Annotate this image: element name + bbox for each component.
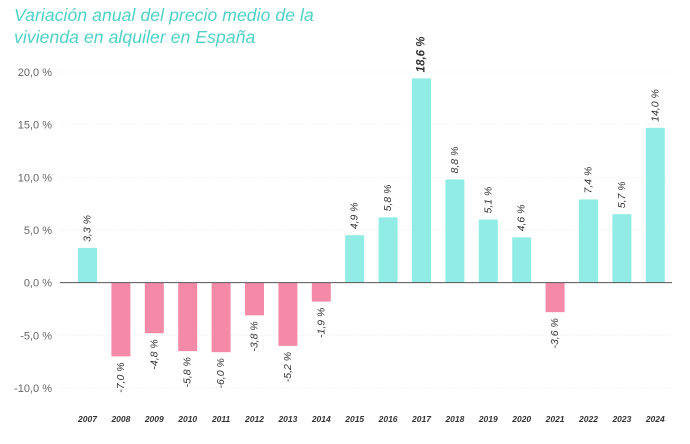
data-label: 18,6 % (416, 37, 428, 73)
x-tick-label: 2016 (378, 414, 398, 424)
x-tick-label: 2020 (511, 414, 531, 424)
data-label: -5,8 % (182, 357, 194, 387)
chart-title: Variación anual del precio medio de la v… (14, 4, 574, 48)
y-tick-label: -5,0 % (20, 330, 52, 342)
data-label: 14,0 % (649, 89, 661, 122)
x-tick-label: 2017 (411, 414, 432, 424)
data-label: -6,0 % (215, 358, 227, 388)
x-tick-label: 2009 (144, 414, 164, 424)
x-tick-label: 2008 (110, 414, 130, 424)
x-tick-label: 2021 (545, 414, 565, 424)
bar-2022 (579, 199, 598, 283)
x-tick-label: 2023 (611, 414, 631, 424)
bar-2007 (78, 247, 97, 283)
bar-2020 (512, 237, 532, 283)
y-tick-label: 10,0 % (18, 172, 52, 184)
x-tick-label: 2022 (578, 414, 598, 424)
data-label: 4,9 % (349, 202, 361, 229)
data-label: 8,8 % (449, 147, 461, 174)
bar-2018 (445, 179, 465, 283)
x-tick-label: 2024 (645, 414, 665, 424)
data-label: 3,3 % (82, 215, 94, 242)
bar-2023 (612, 214, 632, 283)
bar-2010 (178, 282, 198, 352)
data-label: -7,0 % (115, 362, 127, 392)
data-label: 5,7 % (616, 181, 628, 208)
bar-2008 (111, 282, 131, 357)
data-label: 7,4 % (583, 167, 595, 194)
chart-title-line-1: Variación anual del precio medio de la (14, 5, 314, 25)
y-tick-label: 15,0 % (18, 120, 52, 132)
x-tick-label: 2014 (311, 414, 331, 424)
x-tick-label: 2010 (177, 414, 197, 424)
bar-2016 (378, 217, 398, 283)
bar-2009 (144, 282, 164, 334)
x-tick-label: 2015 (344, 414, 364, 424)
data-label: -3,8 % (249, 321, 261, 351)
x-tick-label: 2018 (444, 414, 464, 424)
bar-2011 (211, 282, 231, 353)
data-label: -1,9 % (315, 308, 327, 338)
bar-2024 (645, 127, 665, 283)
bar-2014 (311, 282, 331, 302)
x-tick-label: 2012 (244, 414, 264, 424)
x-tick-label: 2013 (277, 414, 297, 424)
data-label: 5,1 % (482, 187, 494, 214)
x-tick-label: 2007 (77, 414, 98, 424)
bar-2019 (478, 219, 498, 283)
data-label: -5,2 % (282, 352, 294, 382)
chart-title-line-2: vivienda en alquiler en España (14, 27, 256, 47)
y-tick-label: 20,0 % (18, 67, 52, 79)
x-tick-label: 2011 (211, 414, 231, 424)
bar-2013 (278, 282, 298, 346)
bar-2012 (245, 282, 264, 316)
bar-2021 (545, 282, 565, 313)
data-label: -3,6 % (549, 318, 561, 348)
y-tick-label: 5,0 % (24, 225, 52, 237)
data-label: 5,8 % (382, 185, 394, 212)
x-tick-label: 2019 (478, 414, 498, 424)
bar-2017 (412, 78, 431, 283)
data-label: 4,6 % (516, 205, 528, 232)
y-tick-label: -10,0 % (14, 383, 52, 395)
data-label: -4,8 % (148, 339, 160, 369)
bar-2015 (345, 235, 365, 283)
y-tick-label: 0,0 % (24, 278, 52, 290)
